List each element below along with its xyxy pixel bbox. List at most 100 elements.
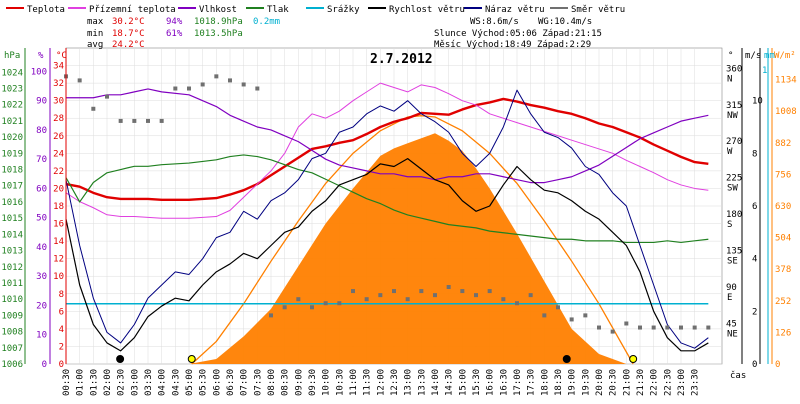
- ms-tick-label: 8: [752, 149, 757, 159]
- x-tick-label: 02:00: [103, 369, 113, 396]
- x-tick-label: 14:00: [431, 369, 441, 396]
- wind-direction-point: [569, 317, 574, 322]
- x-tick-label: 12:00: [376, 369, 386, 396]
- legend-label: Přízemní teplota: [89, 5, 176, 15]
- wind-direction-point: [132, 118, 137, 123]
- hpa-tick-label: 1024: [1, 68, 23, 78]
- legend-label: Tlak: [267, 5, 289, 15]
- hpa-tick-label: 1011: [1, 279, 23, 289]
- series-vlhkost-line: [66, 88, 709, 184]
- hpa-tick-label: 1009: [1, 311, 23, 321]
- wind-direction-point: [228, 78, 232, 83]
- wind-direction-point: [351, 289, 355, 294]
- x-tick-label: 02:30: [117, 369, 127, 396]
- direction-tick-degree: 180: [726, 210, 742, 220]
- series-rychlost-větru-line: [65, 158, 709, 352]
- hpa-tick-label: 1023: [1, 85, 23, 95]
- mm-axis-label: mm: [764, 51, 775, 61]
- x-tick-label: 00:30: [62, 369, 72, 396]
- x-tick-label: 23:00: [677, 369, 687, 396]
- stat-wg: WG:10.4m/s: [538, 17, 592, 27]
- wind-direction-point: [460, 289, 465, 294]
- x-tick-label: 09:30: [308, 369, 318, 396]
- wind-direction-point: [542, 313, 547, 318]
- celsius-tick-label: 22: [53, 167, 64, 177]
- legend-label: Směr větru: [571, 5, 625, 15]
- chart-title: 2.7.2012: [370, 52, 433, 67]
- x-tick-label: 21:30: [636, 369, 646, 396]
- axes-layer: hPa% °C ° m/s mm W/m²100610071008100910101011…: [1, 48, 797, 396]
- moon-event-marker: [116, 355, 125, 363]
- percent-tick-label: 20: [36, 301, 47, 311]
- direction-tick-degree: 270: [726, 137, 742, 147]
- x-tick-label: 10:00: [322, 369, 332, 396]
- wind-direction-point: [692, 325, 697, 330]
- hpa-tick-label: 1010: [1, 295, 23, 305]
- stat-min-press: 1013.5hPa: [194, 29, 243, 39]
- hpa-tick-label: 1022: [1, 101, 23, 111]
- x-tick-label: 14:30: [445, 369, 455, 396]
- wind-direction-point: [269, 313, 273, 318]
- series-teplota-line: [65, 97, 709, 202]
- direction-tick-degree: 90: [726, 283, 737, 293]
- hpa-tick-label: 1021: [1, 117, 23, 127]
- wind-direction-point: [556, 305, 560, 310]
- stat-min-temp: 18.7°C: [112, 29, 145, 39]
- x-tick-label: 03:00: [130, 369, 140, 396]
- celsius-tick-label: 16: [53, 220, 64, 230]
- wind-direction-point: [433, 293, 437, 298]
- x-tick-label: 11:30: [363, 369, 373, 396]
- direction-tick-name: NE: [727, 330, 738, 340]
- series-přízemní-teplota-line: [65, 82, 709, 219]
- wm2-tick-label: 882: [775, 139, 791, 149]
- legend-label: Vlhkost: [199, 5, 237, 15]
- wm2-tick-label: 630: [775, 202, 791, 212]
- x-tick-label: 07:30: [253, 369, 263, 396]
- hpa-tick-label: 1017: [1, 182, 23, 192]
- percent-tick-label: 0: [42, 360, 47, 370]
- celsius-tick-label: 2: [59, 342, 64, 352]
- x-tick-label: 06:00: [212, 369, 222, 396]
- direction-tick-name: N: [727, 74, 732, 84]
- wind-direction-point: [255, 86, 260, 91]
- celsius-tick-label: 4: [59, 325, 64, 335]
- stat-max-temp: 30.2°C: [112, 17, 145, 27]
- percent-tick-label: 80: [36, 126, 47, 136]
- celsius-tick-label: 8: [59, 290, 64, 300]
- stat-avg-label: avg: [87, 40, 103, 50]
- ms-tick-label: 6: [752, 202, 757, 212]
- stat-min-hum: 61%: [166, 29, 183, 39]
- hpa-tick-label: 1020: [1, 133, 23, 143]
- wind-direction-point: [296, 297, 301, 302]
- x-tick-label: 08:30: [281, 369, 291, 396]
- celsius-tick-label: 20: [53, 184, 64, 194]
- wind-direction-point: [651, 325, 656, 330]
- celsius-tick-label: 34: [53, 62, 64, 72]
- hpa-axis-label: hPa: [4, 51, 20, 61]
- wind-direction-point: [624, 321, 629, 326]
- wind-direction-point: [323, 301, 328, 306]
- celsius-tick-label: 30: [53, 97, 64, 107]
- stat-max-label: max: [87, 17, 104, 27]
- x-tick-label: 23:30: [691, 369, 701, 396]
- celsius-tick-label: 24: [53, 149, 64, 159]
- wind-direction-point: [310, 305, 314, 310]
- x-tick-label: 22:30: [663, 369, 673, 396]
- ms-axis-label: m/s: [745, 51, 761, 61]
- wind-direction-point: [679, 325, 683, 330]
- wind-direction-point: [173, 86, 178, 91]
- x-tick-label: 07:00: [240, 369, 250, 396]
- ms-tick-label: 2: [752, 307, 757, 317]
- wind-direction-point: [405, 297, 410, 302]
- direction-tick-degree: 135: [726, 247, 742, 257]
- wm2-tick-label: 252: [775, 297, 791, 307]
- wind-direction-point: [118, 118, 123, 123]
- x-tick-label: 01:30: [89, 369, 99, 396]
- wind-direction-point: [610, 329, 615, 334]
- x-tick-label: 11:00: [349, 369, 359, 396]
- legend-label: Rychlost větru: [389, 5, 465, 15]
- direction-tick-name: W: [727, 147, 733, 157]
- x-tick-label: 21:00: [622, 369, 632, 396]
